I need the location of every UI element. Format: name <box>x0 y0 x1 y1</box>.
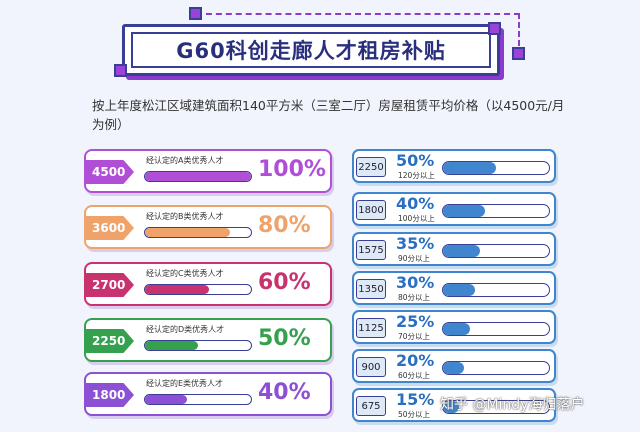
category-label: 经认定的D类优秀人才 <box>146 325 225 334</box>
decor-square-top <box>189 7 202 20</box>
page-title: G60科创走廊人才租房补贴 <box>176 39 446 63</box>
score-tier-card: 1800 40% 100分以上 <box>352 192 556 226</box>
score-tier-card: 675 15% 50分以上 <box>352 388 556 422</box>
progress-fill <box>145 341 198 350</box>
percent-value: 30% <box>396 273 435 292</box>
score-tier-card: 2250 50% 120分以上 <box>352 149 556 183</box>
category-label: 经认定的B类优秀人才 <box>146 212 224 221</box>
decor-square-right <box>512 47 525 60</box>
progress-track <box>144 227 252 238</box>
amount-tab: 1800 <box>86 383 134 407</box>
progress-fill <box>443 401 459 413</box>
talent-card: 1800 经认定的E类优秀人才 40% <box>84 372 332 416</box>
title-inner-frame: G60科创走廊人才租房补贴 <box>131 32 491 68</box>
progress-fill <box>443 205 486 217</box>
progress-fill <box>443 323 470 335</box>
progress-fill <box>443 162 496 174</box>
progress-fill <box>443 284 475 296</box>
progress-track <box>442 361 550 375</box>
talent-card: 2250 经认定的D类优秀人才 50% <box>84 318 332 362</box>
percent-value: 60% <box>258 270 311 295</box>
intro-text: 按上年度松江区域建筑面积140平方米（三室二厅）房屋租赁平均价格（以4500元/… <box>92 98 565 132</box>
progress-track <box>442 322 550 336</box>
amount-tab: 4500 <box>86 160 134 184</box>
amount-box: 1800 <box>356 200 386 220</box>
progress-fill <box>443 245 481 257</box>
percent-value: 80% <box>258 213 311 238</box>
amount-box: 675 <box>356 396 386 416</box>
title-banner: G60科创走廊人才租房补贴 <box>122 24 500 76</box>
progress-fill <box>443 362 465 374</box>
amount-tab: 2700 <box>86 273 134 297</box>
progress-track <box>144 394 252 405</box>
talent-card: 4500 经认定的A类优秀人才 100% <box>84 149 332 193</box>
category-label: 经认定的A类优秀人才 <box>146 156 224 165</box>
percent-value: 15% <box>396 390 435 409</box>
score-tier-card: 900 20% 60分以上 <box>352 349 556 383</box>
amount-box: 2250 <box>356 157 386 177</box>
percent-value: 20% <box>396 351 435 370</box>
progress-track <box>144 340 252 351</box>
amount-box: 900 <box>356 357 386 377</box>
percent-value: 25% <box>396 312 435 331</box>
score-threshold: 60分以上 <box>398 371 431 380</box>
talent-card: 2700 经认定的C类优秀人才 60% <box>84 262 332 306</box>
score-tier-card: 1350 30% 80分以上 <box>352 271 556 305</box>
category-label: 经认定的E类优秀人才 <box>146 379 224 388</box>
percent-value: 100% <box>258 157 326 182</box>
amount-box: 1125 <box>356 318 386 338</box>
percent-value: 50% <box>258 326 311 351</box>
progress-track <box>442 283 550 297</box>
progress-fill <box>145 172 251 181</box>
amount-tab: 2250 <box>86 329 134 353</box>
progress-track <box>442 400 550 414</box>
title-decoration-line <box>196 13 520 55</box>
category-label: 经认定的C类优秀人才 <box>146 269 224 278</box>
score-threshold: 50分以上 <box>398 410 431 419</box>
score-threshold: 70分以上 <box>398 332 431 341</box>
percent-value: 40% <box>258 380 311 405</box>
percent-value: 40% <box>396 194 435 213</box>
amount-box: 1350 <box>356 279 386 299</box>
talent-card: 3600 经认定的B类优秀人才 80% <box>84 205 332 249</box>
score-threshold: 80分以上 <box>398 293 431 302</box>
progress-track <box>442 204 550 218</box>
progress-track <box>144 284 252 295</box>
score-threshold: 120分以上 <box>398 171 435 180</box>
progress-track <box>442 244 550 258</box>
score-threshold: 90分以上 <box>398 254 431 263</box>
amount-tab: 3600 <box>86 216 134 240</box>
progress-fill <box>145 285 209 294</box>
score-tier-card: 1575 35% 90分以上 <box>352 232 556 266</box>
percent-value: 50% <box>396 151 435 170</box>
score-threshold: 100分以上 <box>398 214 435 223</box>
progress-track <box>144 171 252 182</box>
decor-square-left <box>114 64 127 77</box>
percent-value: 35% <box>396 234 435 253</box>
progress-fill <box>145 395 188 404</box>
progress-track <box>442 161 550 175</box>
watermark: 知乎 @Mindy海归落户 <box>440 397 585 413</box>
amount-box: 1575 <box>356 240 386 260</box>
decor-square-right-top <box>488 22 501 35</box>
score-tier-card: 1125 25% 70分以上 <box>352 310 556 344</box>
progress-fill <box>145 228 230 237</box>
